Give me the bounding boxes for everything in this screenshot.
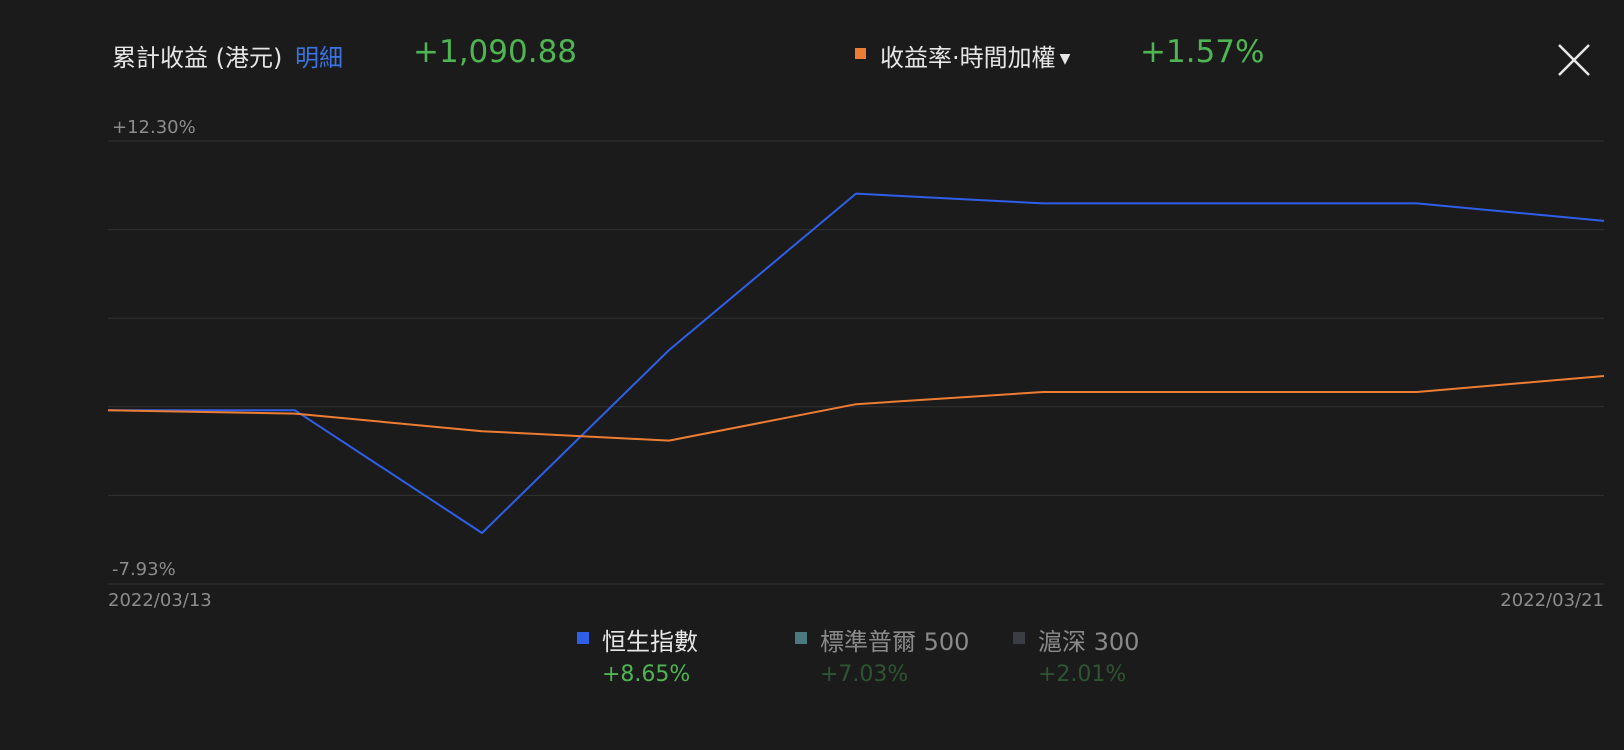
caret-down-icon: ▼ — [1059, 51, 1071, 67]
legend-swatch — [577, 632, 589, 644]
series-line-portfolio — [107, 375, 1605, 442]
close-icon[interactable] — [1556, 42, 1592, 78]
legend-return: +7.03% — [820, 662, 909, 687]
metric-selector[interactable]: 收益率·時間加權 ▼ — [880, 38, 1070, 73]
portfolio-legend-swatch — [855, 48, 866, 59]
legend-return: +2.01% — [1038, 662, 1127, 687]
benchmark-legend: 恒生指數 +8.65% 標準普爾 500 +7.03% 滬深 300 +2.01… — [0, 622, 1624, 692]
legend-return: +8.65% — [602, 662, 691, 687]
metric-selector-label: 收益率·時間加權 — [880, 44, 1056, 72]
chart-grid — [108, 140, 1604, 585]
x-tick-end: 2022/03/21 — [1500, 590, 1604, 611]
performance-chart: +12.30% -7.93% 2022/03/13 2022/03/21 — [107, 117, 1605, 611]
chart-header: 累計收益 (港元) 明細 +1,090.88 收益率·時間加權 ▼ +1.57% — [0, 0, 1624, 110]
return-rate-value: +1.57% — [1140, 34, 1265, 70]
legend-name: 標準普爾 500 — [820, 628, 970, 656]
legend-swatch — [1013, 632, 1025, 644]
y-tick-bottom: -7.93% — [112, 559, 176, 580]
chart-series — [107, 192, 1605, 534]
y-tick-top: +12.30% — [112, 117, 196, 138]
page-title: 累計收益 (港元) — [112, 44, 283, 72]
total-return-value: +1,090.88 — [413, 34, 578, 70]
legend-name: 恒生指數 — [602, 628, 698, 656]
legend-name: 滬深 300 — [1038, 628, 1140, 656]
detail-link[interactable]: 明細 — [295, 44, 343, 72]
series-line-hsi — [108, 192, 1605, 534]
x-tick-start: 2022/03/13 — [108, 590, 212, 611]
legend-swatch — [795, 632, 807, 644]
